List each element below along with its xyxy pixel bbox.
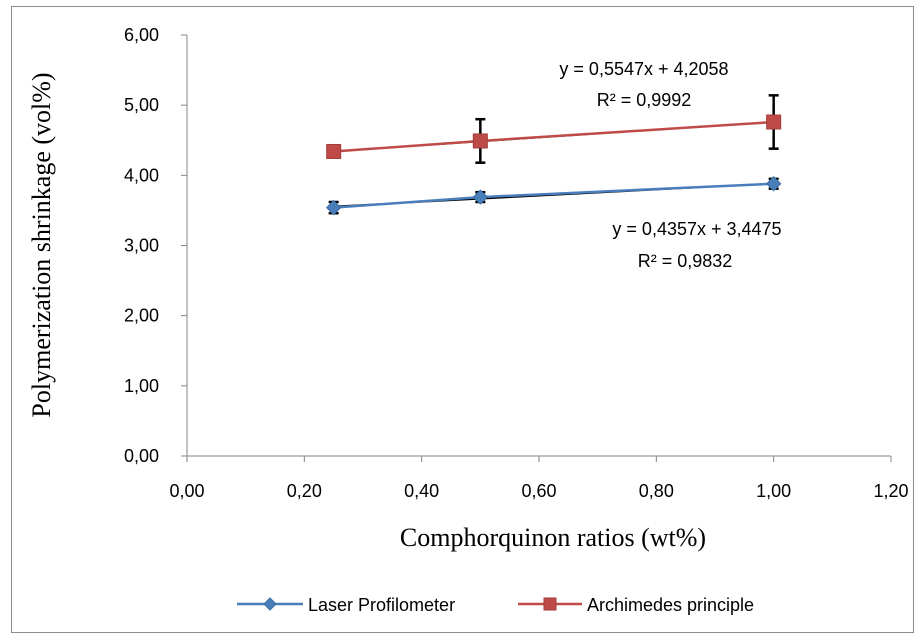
trendline-equation-laser: y = 0,4357x + 3,4475 [612,219,781,239]
x-tick-label: 0,20 [287,481,322,501]
x-tick-label: 0,80 [639,481,674,501]
legend: Laser Profilometer Archimedes principle [237,595,754,615]
y-tick-label: 2,00 [124,306,159,326]
legend-label-archimedes: Archimedes principle [587,595,754,615]
x-tick-label: 1,00 [756,481,791,501]
trendline-r2-archimedes: R² = 0,9992 [597,90,692,110]
y-axis-label: Polymerization shrinkage (vol%) [27,72,56,417]
x-tick-label: 0,40 [404,481,439,501]
legend-label-laser: Laser Profilometer [308,595,455,615]
x-tick-label: 0,60 [521,481,556,501]
y-tick-label: 0,00 [124,446,159,466]
markers [325,114,782,216]
trendline-equation-archimedes: y = 0,5547x + 4,2058 [559,59,728,79]
marker-archimedes [472,133,488,149]
y-tick-label: 5,00 [124,95,159,115]
legend-marker-archimedes [543,597,557,611]
y-tick-label: 1,00 [124,376,159,396]
trendline-labels: y = 0,5547x + 4,2058 R² = 0,9992 y = 0,4… [559,59,781,271]
x-axis-label: Comphorquinon ratios (wt%) [400,523,706,552]
chart-border [11,6,914,633]
marker-archimedes [766,114,782,130]
trendline-r2-laser: R² = 0,9832 [638,251,733,271]
marker-archimedes [326,143,342,159]
marker-laser [472,189,489,205]
y-tick-label: 6,00 [124,25,159,45]
x-tick-label: 0,00 [169,481,204,501]
y-tick-label: 3,00 [124,236,159,256]
axes: 0,00 1,00 2,00 3,00 4,00 5,00 6,00 0,00 0,20 0,40… [124,25,909,501]
legend-marker-laser [263,597,277,611]
x-tick-label: 1,20 [873,481,908,501]
marker-laser [325,199,342,216]
marker-laser [765,176,782,192]
y-tick-label: 4,00 [124,165,159,185]
